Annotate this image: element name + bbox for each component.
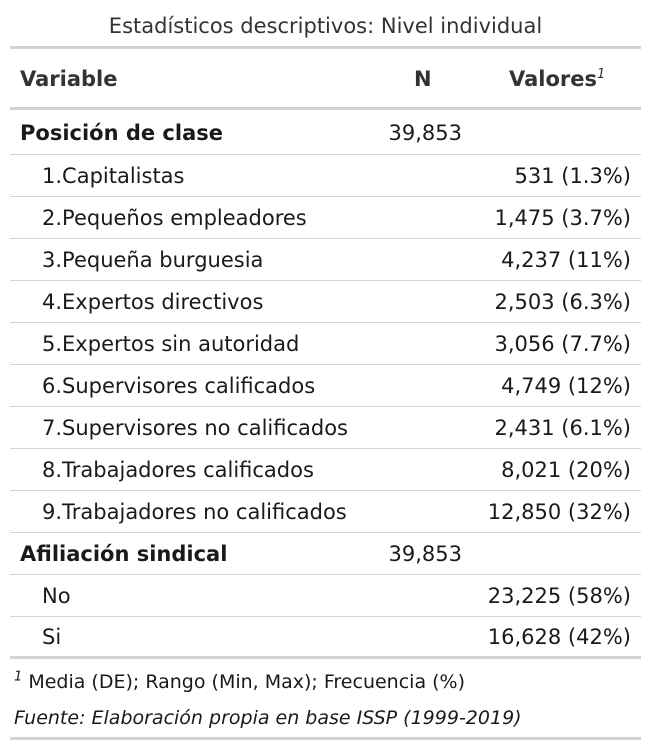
row-label: 6.Supervisores calificados (42, 374, 316, 398)
row-divider (10, 406, 641, 407)
table-caption: Estadísticos descriptivos: Nivel individ… (108, 14, 543, 38)
row-value: 1,475 (3.7%) (494, 206, 631, 230)
header-n: N (414, 67, 432, 91)
group-n-clase: 39,853 (388, 121, 462, 145)
row-label: 1.Capitalistas (42, 164, 185, 188)
row-label: 3.Pequeña burguesia (42, 248, 264, 272)
row-label: Si (42, 625, 62, 649)
header-values-label: Valores (509, 67, 597, 91)
row-label: 9.Trabajadores no calificados (42, 500, 347, 524)
header-footnote-mark: 1 (597, 67, 606, 82)
header-values: Valores1 (509, 67, 606, 91)
row-label: 2.Pequeños empleadores (42, 206, 307, 230)
row-divider (10, 574, 641, 575)
row-value: 2,431 (6.1%) (494, 416, 631, 440)
row-label: 7.Supervisores no calificados (42, 416, 348, 440)
row-divider (10, 154, 641, 155)
group-label-clase: Posición de clase (20, 121, 223, 145)
row-divider (10, 196, 641, 197)
row-value: 4,749 (12%) (501, 374, 631, 398)
row-label: 8.Trabajadores calificados (42, 458, 314, 482)
footnote-text: Media (DE); Rango (Min, Max); Frecuencia… (28, 671, 466, 693)
row-value: 8,021 (20%) (501, 458, 631, 482)
row-value: 531 (1.3%) (514, 164, 632, 188)
row-value: 3,056 (7.7%) (494, 332, 631, 356)
row-label: 5.Expertos sin autoridad (42, 332, 300, 356)
row-value: 4,237 (11%) (501, 248, 631, 272)
footnote-mark: 1 (14, 669, 23, 685)
row-divider (10, 238, 641, 239)
row-divider (10, 490, 641, 491)
row-divider (10, 364, 641, 365)
table-footnote: 1 Media (DE); Rango (Min, Max); Frecuenc… (14, 671, 465, 693)
row-label: No (42, 584, 71, 608)
row-divider (10, 322, 641, 323)
row-divider (10, 448, 641, 449)
row-divider (10, 280, 641, 281)
row-value: 2,503 (6.3%) (494, 290, 631, 314)
row-value: 12,850 (32%) (487, 500, 631, 524)
row-value: 23,225 (58%) (487, 584, 631, 608)
top-rule (10, 46, 641, 49)
row-divider (10, 616, 641, 617)
table-source-note: Fuente: Elaboración propia en base ISSP … (14, 707, 522, 729)
row-label: 4.Expertos directivos (42, 290, 264, 314)
row-value: 16,628 (42%) (487, 625, 631, 649)
group-n-sindical: 39,853 (388, 542, 462, 566)
group-label-sindical: Afiliación sindical (20, 542, 228, 566)
header-variable: Variable (20, 67, 118, 91)
row-divider (10, 532, 641, 533)
bottom-rule (10, 656, 641, 659)
header-rule (10, 107, 641, 110)
footer-rule (10, 737, 641, 740)
